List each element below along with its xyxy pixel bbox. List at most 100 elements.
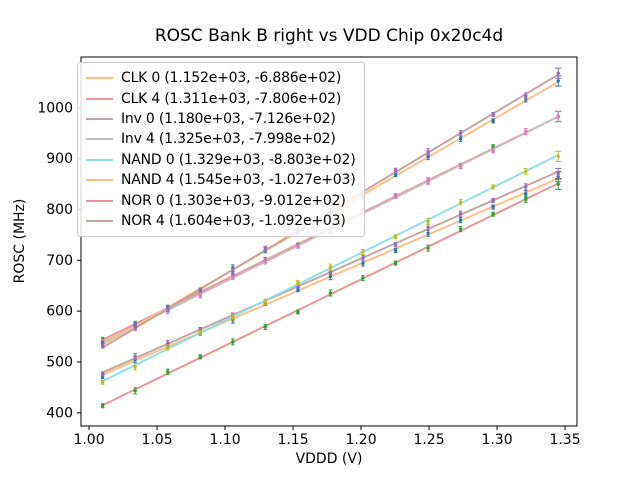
data-point [393, 168, 398, 172]
data-point [263, 325, 267, 329]
data-point [166, 369, 170, 374]
data-point [198, 355, 202, 359]
series-NOR-0 [100, 178, 562, 409]
data-point [198, 330, 202, 335]
legend-label: NOR 4 (1.604e+03, -1.092e+03) [121, 212, 346, 229]
data-point [556, 154, 560, 159]
data-point [458, 218, 463, 222]
data-point [198, 294, 202, 298]
data-point [426, 179, 430, 183]
data-point [491, 145, 495, 149]
legend-label: NOR 0 (1.303e+03, -9.012e+02) [121, 192, 346, 209]
data-point [296, 310, 300, 314]
legend-item: NOR 4 (1.604e+03, -1.092e+03) [86, 211, 355, 231]
data-point [393, 234, 398, 239]
data-point [556, 182, 560, 187]
data-point [100, 344, 105, 348]
legend-line-swatch [86, 199, 113, 202]
data-point [458, 200, 463, 204]
series-Inv-0 [100, 167, 562, 377]
legend-item: CLK 0 (1.152e+03, -6.886e+02) [86, 68, 355, 88]
data-point [361, 250, 365, 254]
legend-item: NAND 0 (1.329e+03, -8.803e+02) [86, 150, 356, 170]
x-tick-label: 1.30 [481, 432, 512, 448]
data-point [231, 269, 235, 274]
legend-label: CLK 4 (1.311e+03, -7.806e+02) [121, 90, 342, 107]
data-point [491, 198, 495, 203]
data-point [328, 291, 333, 295]
data-point [393, 248, 398, 253]
x-tick-label: 1.05 [141, 432, 172, 448]
x-tick-label: 1.35 [549, 432, 580, 448]
data-point [166, 306, 170, 311]
legend-item: Inv 0 (1.180e+03, -7.126e+02) [86, 109, 355, 129]
series-NAND-0 [100, 150, 562, 385]
x-tick-label: 1.20 [345, 432, 376, 448]
x-tick-label: 1.00 [73, 432, 104, 448]
data-point [393, 261, 398, 265]
data-point [166, 341, 170, 345]
data-point [426, 246, 430, 250]
data-point [100, 372, 105, 376]
legend-line-swatch [86, 117, 113, 120]
data-point [458, 212, 463, 216]
data-point [361, 256, 365, 260]
data-point [296, 288, 300, 292]
legend-line-swatch [86, 138, 113, 141]
data-point [426, 219, 430, 224]
y-tick-label: 800 [46, 202, 73, 218]
chart-title: ROSC Bank B right vs VDD Chip 0x20c4d [154, 26, 504, 46]
y-tick-label: 900 [46, 151, 73, 167]
data-point [263, 300, 267, 304]
data-point [426, 150, 430, 154]
x-axis-label: VDDD (V) [295, 451, 363, 467]
x-tick-label: 1.10 [209, 432, 240, 448]
data-point [524, 197, 528, 201]
x-tick-label: 1.25 [413, 432, 444, 448]
data-point [296, 244, 300, 248]
data-point [328, 274, 333, 279]
data-point [133, 354, 137, 359]
data-point [524, 129, 528, 134]
data-point [393, 243, 398, 247]
data-point [133, 365, 137, 369]
data-point [100, 380, 105, 384]
data-point [361, 261, 365, 266]
data-point [491, 112, 495, 117]
plot-spines [80, 56, 578, 427]
legend-line-swatch [86, 97, 113, 100]
legend-item: CLK 4 (1.311e+03, -7.806e+02) [86, 88, 355, 108]
data-point [133, 325, 137, 330]
legend-label: CLK 0 (1.152e+03, -6.886e+02) [121, 70, 342, 87]
data-point [231, 315, 235, 319]
legend-label: Inv 4 (1.325e+03, -7.998e+02) [121, 131, 336, 148]
data-point [458, 131, 463, 135]
data-point [524, 169, 528, 174]
y-tick-label: 500 [46, 354, 73, 370]
data-point [491, 119, 495, 123]
legend-item: NAND 4 (1.545e+03, -1.027e+03) [86, 170, 356, 190]
y-tick-label: 400 [46, 405, 73, 421]
data-point [296, 280, 300, 285]
y-tick-label: 700 [46, 253, 73, 269]
data-point [231, 340, 235, 344]
y-axis-label: ROSC (MHz) [12, 198, 28, 284]
legend-line-swatch [86, 77, 113, 80]
data-point [524, 192, 528, 196]
data-point [556, 114, 560, 119]
data-point [393, 194, 398, 199]
data-point [556, 171, 560, 176]
data-point [263, 247, 267, 251]
legend-label: Inv 0 (1.180e+03, -7.126e+02) [121, 110, 336, 127]
data-point [100, 404, 105, 408]
legend-line-swatch [86, 158, 113, 161]
data-point [458, 227, 463, 231]
data-point [231, 274, 235, 279]
data-point [491, 212, 495, 216]
data-point [491, 205, 495, 209]
data-point [426, 225, 430, 229]
legend-item: NOR 0 (1.303e+03, -9.012e+02) [86, 190, 355, 210]
data-point [133, 389, 137, 393]
data-point [361, 276, 365, 280]
